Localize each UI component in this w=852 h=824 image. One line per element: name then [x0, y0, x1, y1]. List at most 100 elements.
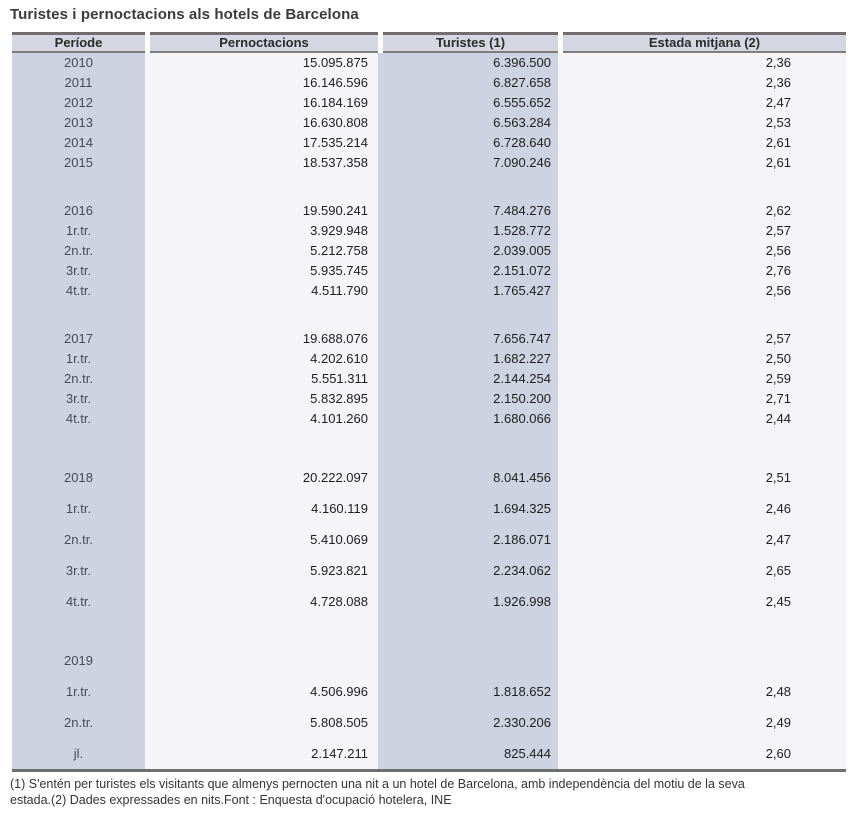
cell-period: 2018	[12, 462, 145, 493]
cell-estada: 2,61	[558, 153, 846, 173]
cell-estada	[558, 645, 846, 676]
table-row: 3r.tr. 5.935.745 2.151.072 2,76	[12, 261, 846, 281]
cell-turistes: 1.682.227	[378, 349, 558, 369]
cell-turistes: 1.694.325	[378, 493, 558, 524]
cell-estada: 2,46	[558, 493, 846, 524]
column-header-pernoctacions: Pernoctacions	[145, 32, 378, 53]
table-row: 2011 16.146.596 6.827.658 2,36	[12, 73, 846, 93]
cell-period: 4t.tr.	[12, 409, 145, 429]
column-header-periode-label: Període	[12, 32, 145, 53]
cell-pernoctacions: 5.551.311	[145, 369, 378, 389]
cell-estada: 2,44	[558, 409, 846, 429]
cell-turistes: 6.827.658	[378, 73, 558, 93]
table-row	[12, 173, 846, 201]
table-row: 2n.tr. 5.212.758 2.039.005 2,56	[12, 241, 846, 261]
cell-estada: 2,50	[558, 349, 846, 369]
table-row: 2016 19.590.241 7.484.276 2,62	[12, 201, 846, 221]
cell-turistes	[378, 645, 558, 676]
table-row: 1r.tr. 4.202.610 1.682.227 2,50	[12, 349, 846, 369]
cell-turistes: 8.041.456	[378, 462, 558, 493]
table-row: 2012 16.184.169 6.555.652 2,47	[12, 93, 846, 113]
cell-pernoctacions: 20.222.097	[145, 462, 378, 493]
cell-pernoctacions: 5.923.821	[145, 555, 378, 586]
cell-period: 2016	[12, 201, 145, 221]
cell-pernoctacions: 19.688.076	[145, 329, 378, 349]
cell-turistes: 825.444	[378, 738, 558, 769]
cell-period: 3r.tr.	[12, 261, 145, 281]
cell-period: 3r.tr.	[12, 555, 145, 586]
cell-estada: 2,36	[558, 73, 846, 93]
table-row: 4t.tr. 4.101.260 1.680.066 2,44	[12, 409, 846, 429]
cell-turistes: 6.728.640	[378, 133, 558, 153]
table-body: 2010 15.095.875 6.396.500 2,36 2011 16.1…	[12, 53, 846, 772]
cell-estada: 2,59	[558, 369, 846, 389]
cell-period: 2n.tr.	[12, 369, 145, 389]
cell-pernoctacions: 19.590.241	[145, 201, 378, 221]
cell-period: 2017	[12, 329, 145, 349]
cell-period	[12, 429, 145, 462]
cell-turistes: 1.818.652	[378, 676, 558, 707]
cell-turistes	[378, 173, 558, 201]
cell-turistes: 2.151.072	[378, 261, 558, 281]
cell-pernoctacions: 5.808.505	[145, 707, 378, 738]
cell-pernoctacions: 4.202.610	[145, 349, 378, 369]
cell-pernoctacions: 5.410.069	[145, 524, 378, 555]
cell-estada: 2,60	[558, 738, 846, 769]
cell-estada: 2,62	[558, 201, 846, 221]
cell-estada: 2,56	[558, 281, 846, 301]
cell-estada: 2,56	[558, 241, 846, 261]
cell-estada: 2,36	[558, 53, 846, 73]
cell-period: 1r.tr.	[12, 493, 145, 524]
cell-turistes: 7.484.276	[378, 201, 558, 221]
cell-period: 4t.tr.	[12, 281, 145, 301]
footnote-line-1: (1) S'entén per turistes els visitants q…	[10, 777, 745, 791]
cell-period: 2014	[12, 133, 145, 153]
cell-estada: 2,57	[558, 221, 846, 241]
cell-turistes: 7.656.747	[378, 329, 558, 349]
cell-pernoctacions	[145, 617, 378, 645]
table-row: 2014 17.535.214 6.728.640 2,61	[12, 133, 846, 153]
table-row: 2010 15.095.875 6.396.500 2,36	[12, 53, 846, 73]
cell-period: 3r.tr.	[12, 389, 145, 409]
cell-estada: 2,48	[558, 676, 846, 707]
cell-pernoctacions: 4.101.260	[145, 409, 378, 429]
cell-pernoctacions: 5.212.758	[145, 241, 378, 261]
table-row: 1r.tr. 4.506.996 1.818.652 2,48	[12, 676, 846, 707]
cell-turistes: 2.186.071	[378, 524, 558, 555]
cell-turistes: 1.926.998	[378, 586, 558, 617]
cell-estada: 2,61	[558, 133, 846, 153]
cell-period	[12, 173, 145, 201]
cell-estada	[558, 173, 846, 201]
footnotes: (1) S'entén per turistes els visitants q…	[10, 776, 848, 808]
cell-turistes: 6.563.284	[378, 113, 558, 133]
cell-turistes: 7.090.246	[378, 153, 558, 173]
cell-pernoctacions: 2.147.211	[145, 738, 378, 769]
cell-estada: 2,49	[558, 707, 846, 738]
cell-period: 2n.tr.	[12, 707, 145, 738]
column-header-estada-mitjana-label: Estada mitjana (2)	[563, 32, 846, 53]
cell-turistes: 6.396.500	[378, 53, 558, 73]
cell-turistes: 2.039.005	[378, 241, 558, 261]
footnote-line-2: estada.(2) Dades expressades en nits.Fon…	[10, 793, 452, 807]
cell-period: 2015	[12, 153, 145, 173]
cell-estada: 2,47	[558, 93, 846, 113]
table-row: 2n.tr. 5.410.069 2.186.071 2,47	[12, 524, 846, 555]
cell-pernoctacions: 16.630.808	[145, 113, 378, 133]
table-row: 1r.tr. 4.160.119 1.694.325 2,46	[12, 493, 846, 524]
cell-estada: 2,51	[558, 462, 846, 493]
cell-pernoctacions: 17.535.214	[145, 133, 378, 153]
cell-pernoctacions: 16.146.596	[145, 73, 378, 93]
cell-turistes: 1.528.772	[378, 221, 558, 241]
table-row: jl. 2.147.211 825.444 2,60	[12, 738, 846, 769]
cell-estada	[558, 301, 846, 329]
cell-turistes: 2.144.254	[378, 369, 558, 389]
cell-period: 2011	[12, 73, 145, 93]
cell-pernoctacions	[145, 301, 378, 329]
cell-pernoctacions: 4.160.119	[145, 493, 378, 524]
cell-pernoctacions	[145, 173, 378, 201]
cell-period: 1r.tr.	[12, 349, 145, 369]
cell-turistes	[378, 301, 558, 329]
cell-period: 1r.tr.	[12, 676, 145, 707]
cell-period: 2012	[12, 93, 145, 113]
cell-period: 2n.tr.	[12, 241, 145, 261]
